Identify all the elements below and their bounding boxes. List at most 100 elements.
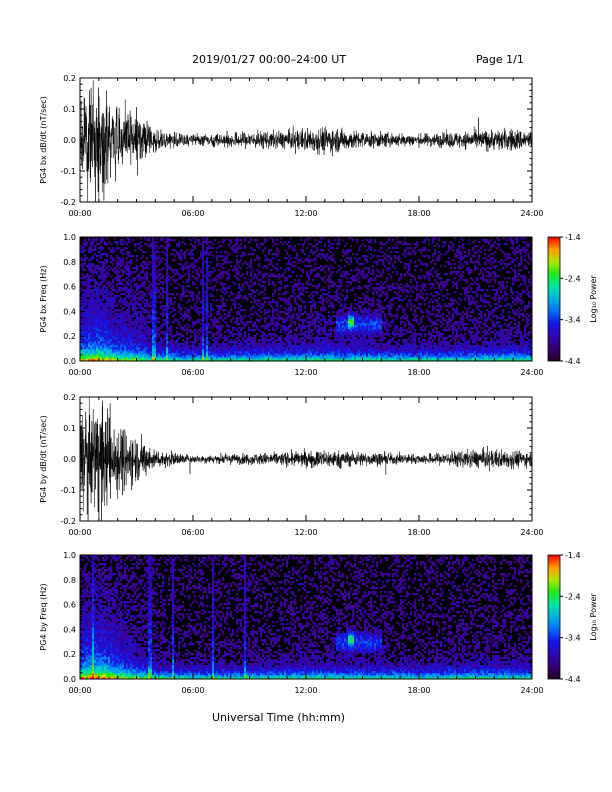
spectrogram-cell	[92, 321, 95, 324]
spectrogram-cell	[244, 261, 247, 264]
spectrogram-cell	[198, 321, 201, 324]
spectrogram-cell	[248, 315, 251, 318]
spectrogram-cell	[190, 251, 193, 254]
spectrogram-cell	[288, 255, 291, 258]
spectrogram-cell	[288, 343, 291, 346]
spectrogram-cell	[136, 269, 139, 272]
spectrogram-cell	[106, 237, 109, 240]
spectrogram-cell	[258, 357, 261, 360]
spectrogram-cell	[262, 273, 265, 276]
spectrogram-cell	[282, 357, 285, 360]
spectrogram-cell	[166, 309, 169, 312]
spectrogram-cell	[156, 343, 159, 346]
spectrogram-cell	[150, 295, 153, 298]
spectrogram-cell	[238, 351, 241, 354]
spectrogram-cell	[200, 345, 203, 348]
spectrogram-cell	[96, 309, 99, 312]
spectrogram-cell	[296, 357, 299, 360]
spectrogram-cell	[166, 287, 169, 290]
spectrogram-cell	[176, 243, 179, 246]
spectrogram-cell	[300, 347, 303, 350]
spectrogram-cell	[154, 347, 157, 350]
spectrogram-cell	[310, 331, 313, 334]
spectrogram-cell	[336, 323, 339, 326]
spectrogram-cell	[180, 249, 183, 252]
spectrogram-cell	[188, 271, 191, 274]
spectrogram-cell	[356, 279, 359, 282]
spectrogram-cell	[130, 325, 133, 328]
spectrogram-cell	[238, 347, 241, 350]
spectrogram-cell	[98, 335, 101, 338]
spectrogram-cell	[140, 237, 143, 240]
spectrogram-cell	[358, 301, 361, 304]
spectrogram-cell	[84, 359, 87, 362]
spectrogram-cell	[264, 359, 267, 362]
spectrogram-cell	[80, 327, 83, 330]
spectrogram-cell	[206, 347, 209, 350]
spectrogram-cell	[186, 327, 189, 330]
spectrogram-cell	[354, 345, 357, 348]
spectrogram-cell	[140, 263, 143, 266]
spectrogram-cell	[106, 349, 109, 352]
spectrogram-cell	[92, 291, 95, 294]
spectrogram-cell	[346, 261, 349, 264]
spectrogram-cell	[236, 313, 239, 316]
spectrogram-cell	[202, 293, 205, 296]
spectrogram-cell	[118, 337, 121, 340]
spectrogram-cell	[180, 327, 183, 330]
spectrogram-cell	[324, 353, 327, 356]
spectrogram-cell	[260, 317, 263, 320]
spectrogram-cell	[288, 341, 291, 344]
spectrogram-cell	[90, 359, 93, 362]
spectrogram-cell	[158, 353, 161, 356]
spectrogram-cell	[266, 267, 269, 270]
spectrogram-cell	[340, 317, 343, 320]
spectrogram-cell	[90, 257, 93, 260]
spectrogram-cell	[152, 329, 155, 332]
spectrogram-cell	[262, 353, 265, 356]
spectrogram-cell	[142, 349, 145, 352]
spectrogram-cell	[306, 359, 309, 362]
spectrogram-cell	[354, 323, 357, 326]
spectrogram-cell	[130, 301, 133, 304]
spectrogram-cell	[358, 351, 361, 354]
spectrogram-cell	[286, 313, 289, 316]
spectrogram-cell	[144, 347, 147, 350]
spectrogram-cells	[80, 237, 533, 362]
spectrogram-cell	[358, 287, 361, 290]
spectrogram-cell	[316, 347, 319, 350]
spectrogram-cell	[126, 257, 129, 260]
spectrogram-cell	[226, 261, 229, 264]
spectrogram-cell	[300, 275, 303, 278]
spectrogram-cell	[328, 351, 331, 354]
spectrogram-cell	[108, 303, 111, 306]
spectrogram-cell	[316, 247, 319, 250]
spectrogram-cell	[128, 297, 131, 300]
spectrogram-cell	[334, 291, 337, 294]
spectrogram-cell	[338, 343, 341, 346]
spectrogram-cell	[164, 353, 167, 356]
spectrogram-cell	[152, 275, 155, 278]
spectrogram-cell	[142, 335, 145, 338]
spectrogram-cell	[110, 359, 113, 362]
spectrogram-cell	[308, 335, 311, 338]
spectrogram-cell	[278, 339, 281, 342]
spectrogram-cell	[332, 283, 335, 286]
spectrogram-cell	[154, 245, 157, 248]
spectrogram-cell	[104, 345, 107, 348]
spectrogram-cell	[328, 287, 331, 290]
spectrogram-cell	[98, 323, 101, 326]
spectrogram-cell	[322, 309, 325, 312]
spectrogram-cell	[94, 247, 97, 250]
spectrogram-cell	[316, 291, 319, 294]
spectrogram-cell	[84, 351, 87, 354]
spectrogram-cell	[216, 265, 219, 268]
spectrogram-cell	[320, 329, 323, 332]
spectrogram-cell	[250, 263, 253, 266]
spectrogram-cell	[330, 349, 333, 352]
spectrogram-cell	[336, 343, 339, 346]
spectrogram-cell	[324, 257, 327, 260]
spectrogram-cell	[154, 309, 157, 312]
spectrogram-cell	[130, 355, 133, 358]
spectrogram-cell	[330, 357, 333, 360]
